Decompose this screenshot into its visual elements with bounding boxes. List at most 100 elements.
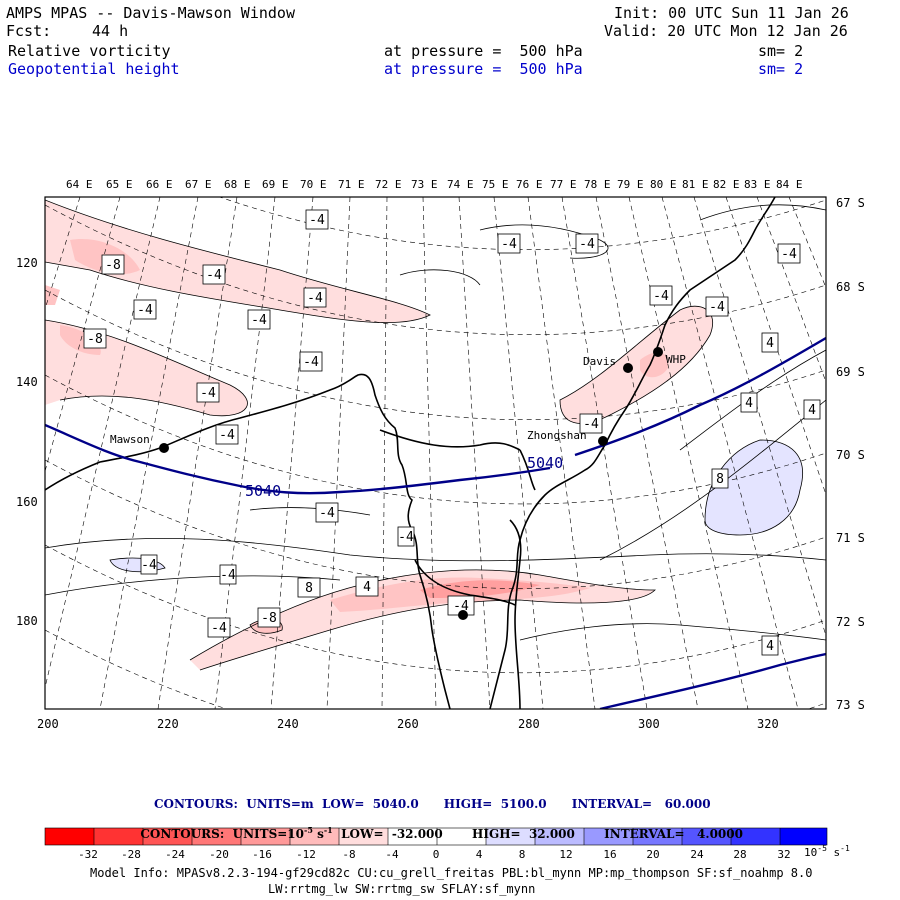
- lon-label: 69 E: [262, 178, 289, 191]
- colorbar-tick: -32: [78, 848, 98, 861]
- field-1-level: at pressure = 500 hPa: [384, 42, 583, 60]
- longitude-lines: [45, 197, 826, 709]
- vorticity-labels: -4 -8 -4 -4 -4 -4 -4 -8 -4 -4 -4 -4 -4 -…: [83, 209, 821, 656]
- vort-label: -4: [251, 313, 267, 328]
- lon-label: 65 E: [106, 178, 133, 191]
- grid-x-label: 260: [397, 717, 419, 731]
- colorbar-tick: 4: [476, 848, 483, 861]
- lat-label: 70 S: [836, 448, 865, 462]
- field-2-sm: sm= 2: [758, 60, 804, 78]
- page-title: AMPS MPAS -- Davis-Mawson Window: [6, 4, 295, 22]
- colorbar-tick: -24: [165, 848, 185, 861]
- lat-label: 67 S: [836, 196, 865, 210]
- vort-label: -4: [309, 213, 325, 228]
- vort-label: 8: [305, 581, 313, 596]
- lat-label: 71 S: [836, 531, 865, 545]
- colorbar-tick: 8: [519, 848, 526, 861]
- station-label-whp: WHP: [666, 353, 686, 366]
- grid-y-labels: 120 140 160 180: [16, 256, 38, 628]
- lon-label: 66 E: [146, 178, 173, 191]
- vort-label: -4: [307, 291, 323, 306]
- vort-label: -8: [87, 332, 103, 347]
- colorbar-units: 10-5 s-1: [804, 844, 850, 859]
- vort-label: 4: [808, 403, 816, 418]
- height-label: 5040: [527, 454, 563, 472]
- station-marker-zhongshan: [598, 436, 608, 446]
- station-label-davis: Davis: [583, 355, 616, 368]
- plot-frame: [44, 196, 827, 710]
- vort-label: -4: [398, 530, 414, 545]
- colorbar-tick: -16: [252, 848, 272, 861]
- height-contours: [45, 336, 826, 709]
- vort-label: -4: [653, 289, 669, 304]
- lat-label: 72 S: [836, 615, 865, 629]
- colorbar-tick: -28: [121, 848, 141, 861]
- grid-x-label: 240: [277, 717, 299, 731]
- lon-label: 81 E: [682, 178, 709, 191]
- vort-label: -4: [206, 268, 222, 283]
- colorbar-tick: 24: [690, 848, 704, 861]
- lat-label: 68 S: [836, 280, 865, 294]
- longitude-labels: 64 E 65 E 66 E 67 E 68 E 69 E 70 E 71 E …: [66, 178, 803, 191]
- forecast-hour: 44 h: [92, 22, 129, 40]
- vort-label: -4: [211, 621, 227, 636]
- lon-label: 71 E: [338, 178, 365, 191]
- height-label: 5040: [245, 482, 281, 500]
- lon-label: 76 E: [516, 178, 543, 191]
- valid-time: Valid: 20 UTC Mon 12 Jan 26: [604, 22, 848, 40]
- vort-label: -4: [200, 386, 216, 401]
- lon-label: 83 E: [744, 178, 771, 191]
- lon-label: 82 E: [713, 178, 740, 191]
- vort-label: -4: [501, 237, 517, 252]
- vort-label: 4: [363, 580, 371, 595]
- lon-label: 67 E: [185, 178, 212, 191]
- colorbar-tick: 0: [433, 848, 440, 861]
- station-label-mawson: Mawson: [110, 433, 150, 446]
- lon-label: 84 E: [776, 178, 803, 191]
- colorbar-tick: -4: [385, 848, 399, 861]
- vort-label: -4: [453, 599, 469, 614]
- lon-label: 72 E: [375, 178, 402, 191]
- colorbar-tick: 16: [603, 848, 616, 861]
- model-info: Model Info: MPASv8.2.3-194-gf29cd82c CU:…: [90, 866, 813, 880]
- field-2-level: at pressure = 500 hPa: [384, 60, 583, 78]
- grid-x-labels: 200 220 240 260 280 300 320: [37, 717, 779, 731]
- forecast-label: Fcst:: [6, 22, 52, 40]
- grid-y-label: 120: [16, 256, 38, 270]
- lon-label: 74 E: [447, 178, 474, 191]
- vort-label: -8: [261, 611, 277, 626]
- vort-label: -4: [583, 417, 599, 432]
- coastline: [45, 197, 776, 709]
- vort-label: 4: [745, 396, 753, 411]
- lon-label: 78 E: [584, 178, 611, 191]
- vort-label: -4: [303, 355, 319, 370]
- vort-label: -4: [219, 428, 235, 443]
- grid-x-label: 220: [157, 717, 179, 731]
- grid-x-label: 300: [638, 717, 660, 731]
- lon-label: 68 E: [224, 178, 251, 191]
- station-marker-mawson: [159, 443, 169, 453]
- station-marker-inland: [458, 610, 468, 620]
- lat-label: 73 S: [836, 698, 865, 712]
- grid-x-label: 200: [37, 717, 59, 731]
- vort-label: 4: [766, 639, 774, 654]
- colorbar: -32 -28 -24 -20 -16 -12 -8 -4 0 4 8 12 1…: [44, 827, 850, 861]
- vort-label: 8: [716, 472, 724, 487]
- colorbar-tick: -8: [342, 848, 355, 861]
- lon-label: 80 E: [650, 178, 677, 191]
- vort-label: -8: [105, 258, 121, 273]
- vort-label: -4: [709, 300, 725, 315]
- grid-y-label: 180: [16, 614, 38, 628]
- lon-label: 64 E: [66, 178, 93, 191]
- station-marker-whp: [653, 347, 663, 357]
- lon-label: 70 E: [300, 178, 327, 191]
- grid-y-label: 160: [16, 495, 38, 509]
- grid-x-label: 280: [518, 717, 540, 731]
- lon-label: 75 E: [482, 178, 509, 191]
- field-2-name: Geopotential height: [8, 60, 180, 78]
- vort-label: -4: [220, 568, 236, 583]
- vorticity-contour-info: CONTOURS: UNITS=10-5 s-1 LOW= -32.000 HI…: [140, 825, 743, 841]
- model-info-physics: LW:rrtmg_lw SW:rrtmg_sw SFLAY:sf_mynn: [268, 882, 536, 896]
- field-1-sm: sm= 2: [758, 42, 804, 60]
